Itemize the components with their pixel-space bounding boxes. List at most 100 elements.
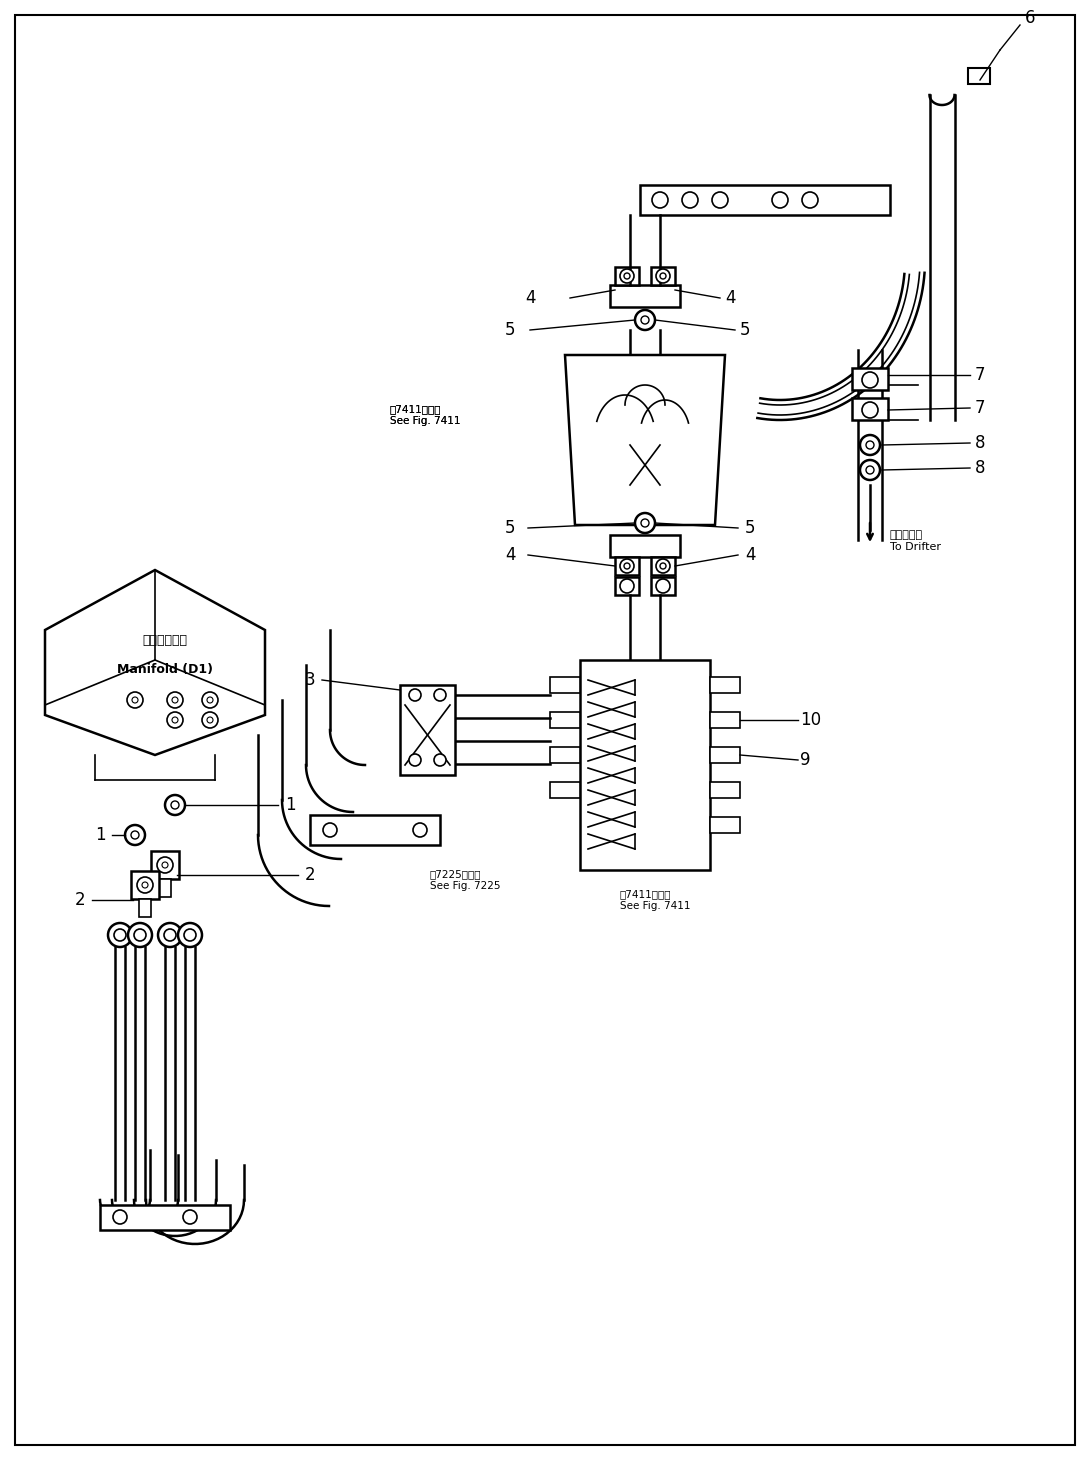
Bar [615, 577, 639, 595]
Bar [615, 557, 639, 576]
Circle shape [434, 690, 446, 701]
Circle shape [202, 712, 218, 728]
Circle shape [164, 929, 175, 941]
Circle shape [132, 697, 138, 703]
Text: 4: 4 [725, 289, 736, 307]
Text: 4: 4 [505, 546, 516, 564]
Circle shape [434, 754, 446, 766]
Text: 10: 10 [800, 712, 821, 729]
Circle shape [413, 823, 427, 837]
Text: ドリフタへ
To Drifter: ドリフタへ To Drifter [891, 530, 941, 552]
Circle shape [167, 693, 183, 709]
Bar [550, 712, 580, 728]
Circle shape [409, 754, 421, 766]
Bar [152, 850, 179, 880]
Circle shape [623, 273, 630, 279]
Circle shape [865, 466, 874, 473]
Circle shape [128, 693, 143, 709]
Circle shape [620, 579, 634, 593]
Bar [550, 676, 580, 693]
Circle shape [184, 929, 196, 941]
Bar [580, 660, 710, 869]
Bar [550, 747, 580, 763]
Bar [615, 267, 639, 285]
Bar [131, 871, 159, 899]
Text: 4: 4 [744, 546, 755, 564]
Circle shape [113, 1210, 128, 1224]
Text: 第7411図参照
See Fig. 7411: 第7411図参照 See Fig. 7411 [620, 890, 690, 910]
Circle shape [409, 690, 421, 701]
Circle shape [712, 191, 728, 207]
Text: 9: 9 [800, 751, 811, 768]
Text: 8: 8 [974, 434, 985, 451]
Circle shape [860, 460, 880, 481]
Bar [640, 186, 891, 215]
Text: 5: 5 [744, 519, 755, 538]
Circle shape [167, 712, 183, 728]
Bar [610, 535, 680, 557]
Circle shape [862, 402, 879, 418]
Circle shape [656, 269, 670, 283]
Circle shape [623, 562, 630, 568]
Bar [968, 69, 990, 83]
Bar [710, 712, 740, 728]
Bar [550, 782, 580, 798]
Text: 7: 7 [974, 367, 985, 384]
Circle shape [128, 923, 152, 947]
Text: 第7411図参照
See Fig. 7411: 第7411図参照 See Fig. 7411 [390, 405, 460, 425]
Circle shape [131, 831, 140, 839]
Circle shape [661, 273, 666, 279]
Circle shape [635, 310, 655, 330]
Text: 5: 5 [505, 321, 516, 339]
Circle shape [862, 373, 879, 389]
Text: 2: 2 [75, 891, 85, 909]
Circle shape [682, 191, 698, 207]
Circle shape [772, 191, 788, 207]
Text: 1: 1 [95, 825, 106, 844]
Circle shape [635, 513, 655, 533]
Text: 8: 8 [974, 459, 985, 476]
Bar [651, 557, 675, 576]
Circle shape [165, 795, 185, 815]
Bar [651, 577, 675, 595]
Circle shape [137, 877, 153, 893]
Text: 3: 3 [305, 671, 315, 690]
Circle shape [652, 191, 668, 207]
Circle shape [641, 519, 649, 527]
Circle shape [202, 693, 218, 709]
Circle shape [108, 923, 132, 947]
Polygon shape [565, 355, 725, 524]
Text: 第7411図参照
See Fig. 7411: 第7411図参照 See Fig. 7411 [390, 405, 460, 425]
Bar [400, 685, 455, 774]
Circle shape [620, 560, 634, 573]
Circle shape [178, 923, 202, 947]
Text: 7: 7 [974, 399, 985, 416]
Circle shape [157, 858, 173, 874]
Circle shape [125, 825, 145, 844]
Circle shape [860, 435, 880, 454]
Text: 6: 6 [1025, 9, 1036, 26]
Text: 5: 5 [740, 321, 750, 339]
Polygon shape [45, 570, 265, 755]
Circle shape [656, 560, 670, 573]
Circle shape [661, 562, 666, 568]
Circle shape [158, 923, 182, 947]
Bar [140, 899, 152, 918]
Bar [710, 782, 740, 798]
Bar [710, 747, 740, 763]
Circle shape [323, 823, 337, 837]
Text: 第7225図参照
See Fig. 7225: 第7225図参照 See Fig. 7225 [429, 869, 500, 891]
Circle shape [142, 882, 148, 888]
Text: 5: 5 [505, 519, 516, 538]
Text: 1: 1 [284, 796, 295, 814]
Text: マニホールド: マニホールド [143, 634, 187, 647]
Bar [710, 676, 740, 693]
Circle shape [162, 862, 168, 868]
Bar [852, 397, 888, 419]
Circle shape [172, 697, 178, 703]
Circle shape [641, 316, 649, 324]
Bar [651, 267, 675, 285]
Bar [159, 880, 171, 897]
Bar [710, 817, 740, 833]
Circle shape [620, 269, 634, 283]
